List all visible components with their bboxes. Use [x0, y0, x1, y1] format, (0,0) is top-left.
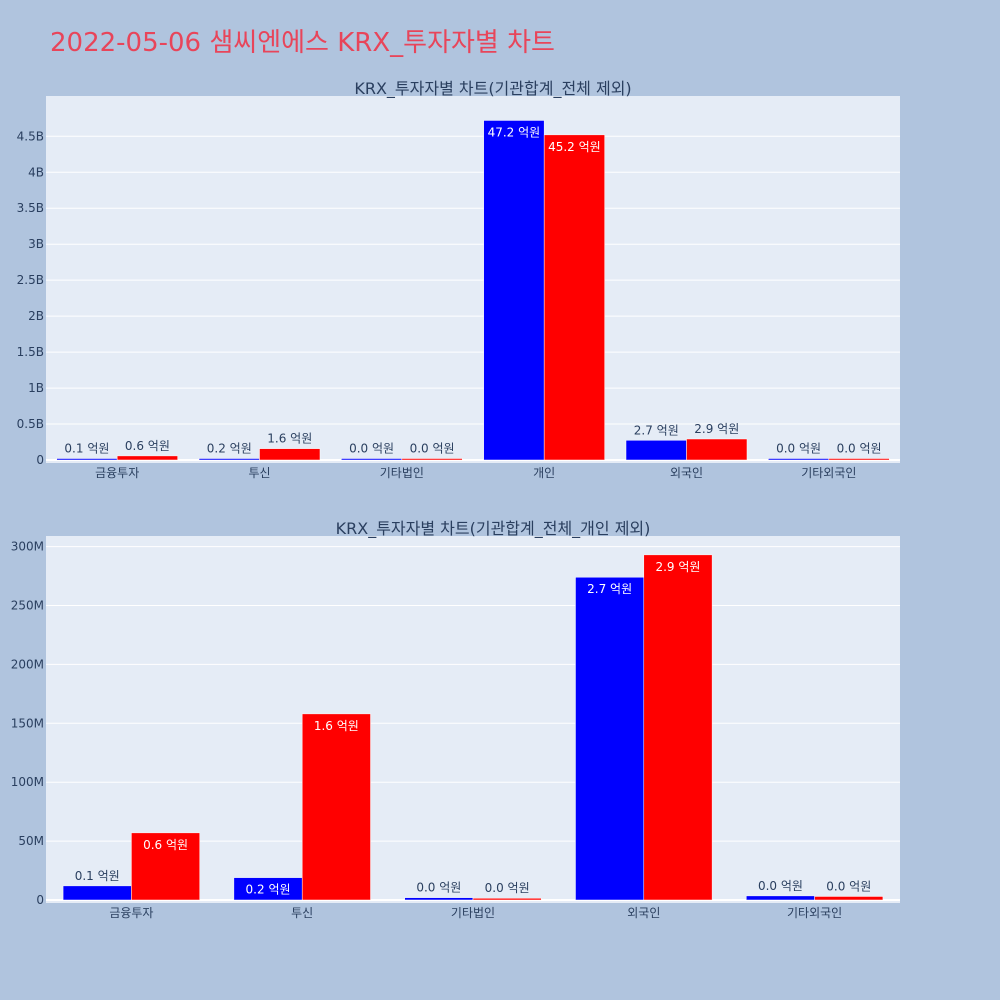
chart1-xtick-label: 기타외국인	[801, 466, 856, 480]
chart1-data-label: 45.2 억원	[548, 140, 601, 154]
chart2-bar	[575, 576, 645, 901]
chart2-data-label: 0.0 억원	[758, 879, 803, 893]
chart1-xtick-label: 금융투자	[95, 466, 139, 480]
chart1-ytick-label: 0.5B	[17, 417, 44, 431]
chart2-bar	[814, 896, 884, 901]
chart2-bar	[472, 897, 542, 901]
chart1-xtick-label: 투신	[248, 466, 270, 480]
chart1-ytick-label: 3B	[28, 237, 44, 251]
chart2-xtick-label: 기타외국인	[787, 906, 842, 920]
chart2-xtick-label: 외국인	[627, 906, 660, 920]
chart1-ytick-label: 2B	[28, 309, 44, 323]
chart1-ytick-label: 2.5B	[17, 273, 44, 287]
chart1-data-label: 0.0 억원	[776, 442, 821, 456]
chart2-bar	[131, 832, 200, 901]
chart2-bar	[62, 885, 132, 901]
chart1-bar	[768, 458, 830, 461]
chart2-ytick-label: 0	[36, 893, 44, 907]
chart1-ytick-label: 1.5B	[17, 345, 44, 359]
chart1-bar	[56, 458, 118, 461]
chart1-ytick-label: 4B	[28, 165, 44, 179]
chart1-data-label: 47.2 억원	[488, 125, 541, 139]
chart2-data-label: 2.7 억원	[587, 582, 632, 596]
chart2-ytick-label: 200M	[11, 657, 44, 671]
chart1-bar	[686, 438, 748, 461]
chart2-xtick-label: 투신	[291, 906, 313, 920]
chart1-data-label: 0.0 억원	[837, 442, 882, 456]
chart1-data-label: 0.1 억원	[64, 442, 109, 456]
chart2-data-label: 0.6 억원	[143, 838, 188, 852]
page-title: 2022-05-06 샘씨엔에스 KRX_투자자별 차트	[50, 28, 555, 58]
chart1-plot-area	[46, 96, 900, 463]
chart2-data-label: 0.0 억원	[826, 879, 871, 893]
chart2-data-label: 0.0 억원	[416, 881, 461, 895]
chart1-xtick-label: 외국인	[670, 466, 703, 480]
chart2-bar	[404, 897, 474, 901]
chart1-ytick-label: 3.5B	[17, 201, 44, 215]
chart2-data-label: 0.0 억원	[485, 881, 530, 895]
chart2-data-label: 2.9 억원	[655, 560, 700, 574]
chart1-xtick-label: 개인	[533, 466, 555, 480]
chart1-bar	[828, 458, 890, 461]
chart1-bar	[543, 134, 605, 461]
chart1-xtick-label: 기타법인	[380, 466, 424, 480]
chart2-bar	[301, 713, 371, 901]
chart2-xtick-label: 기타법인	[451, 906, 495, 920]
chart2-ytick-label: 150M	[11, 716, 44, 730]
chart2-data-label: 1.6 억원	[314, 719, 359, 733]
chart2-ytick-label: 250M	[11, 599, 44, 613]
chart1-title: KRX_투자자별 차트(기관합계_전체 제외)	[354, 79, 631, 99]
chart1-data-label: 2.7 억원	[634, 423, 679, 437]
chart1-data-label: 2.9 억원	[694, 422, 739, 436]
chart2-data-label: 0.2 억원	[246, 883, 291, 897]
chart1-bar	[259, 448, 321, 461]
chart1-ytick-label: 1B	[28, 381, 44, 395]
chart1-ytick-label: 0	[36, 453, 44, 467]
chart1-bar	[625, 440, 687, 461]
chart2-ytick-label: 300M	[11, 540, 44, 554]
chart1-data-label: 0.0 억원	[349, 442, 394, 456]
chart2-data-label: 0.1 억원	[75, 869, 120, 883]
chart2-ytick-label: 50M	[18, 834, 44, 848]
chart2-ytick-label: 100M	[11, 775, 44, 789]
chart1-bar	[401, 458, 463, 461]
chart2-title: KRX_투자자별 차트(기관합계_전체_개인 제외)	[336, 519, 651, 539]
chart2-bar	[746, 895, 815, 901]
chart1-bar	[483, 120, 545, 461]
chart1-bar	[341, 458, 403, 461]
chart1-bar	[116, 455, 178, 461]
chart1-bar	[198, 458, 260, 461]
chart1-data-label: 1.6 억원	[267, 432, 312, 446]
chart2-xtick-label: 금융투자	[109, 906, 153, 920]
chart1-data-label: 0.0 억원	[410, 442, 455, 456]
chart1-data-label: 0.2 억원	[207, 442, 252, 456]
chart1-ytick-label: 4.5B	[17, 129, 44, 143]
chart1-data-label: 0.6 억원	[125, 439, 170, 453]
chart2-bar	[643, 554, 713, 901]
